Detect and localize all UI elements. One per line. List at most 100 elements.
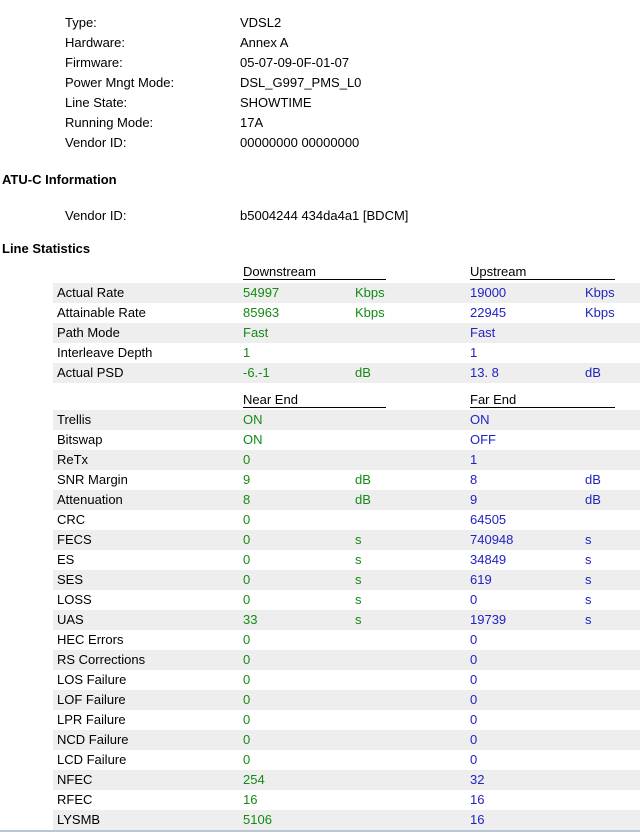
stat-label: LYSMB [57,812,101,827]
near-end-value: 33 [243,612,258,627]
stat-label: UAS [57,612,84,627]
near-end-unit: s [355,552,362,567]
table-row: ES 0 s 34849 s [53,550,640,570]
far-end-value: 19739 [470,612,507,627]
stat-label: SNR Margin [57,472,128,487]
far-end-value: OFF [470,432,496,447]
far-end-value: 740948 [470,532,514,547]
far-end-value: 0 [470,592,478,607]
far-end-value: 0 [470,692,478,707]
table-row: LOSS 0 s 0 s [53,590,640,610]
device-info-label: Running Mode: [65,115,154,130]
stream-stats-table: Actual Rate 54997 Kbps 19000 Kbps Attain… [0,283,640,383]
downstream-unit [355,323,470,343]
stat-label: ES [57,552,75,567]
device-info-value: 05-07-09-0F-01-07 [240,55,350,70]
atuc-info-value: b5004244 434da4a1 [BDCM] [240,208,409,223]
near-end-unit: s [355,612,362,627]
far-end-unit [585,750,640,770]
near-end-unit [355,730,470,750]
table-row: FECS 0 s 740948 s [53,530,640,550]
device-info-label: Power Mngt Mode: [65,75,175,90]
device-info-value: VDSL2 [240,15,282,30]
upstream-value: 22945 [470,305,507,320]
far-end-unit [585,690,640,710]
far-end-value: 0 [470,672,478,687]
end-stats-table: Trellis ON ON Bitswap ON OFF ReTx 0 1 SN… [0,410,640,830]
table-row: RS Corrections 0 0 [53,650,640,670]
upstream-value: Fast [470,325,496,340]
near-end-unit [355,750,470,770]
near-end-unit [355,650,470,670]
near-end-value: 0 [243,712,251,727]
far-end-value: 0 [470,732,478,747]
stat-label: Interleave Depth [57,345,153,360]
far-end-unit [585,430,640,450]
stat-label: LOSS [57,592,92,607]
atuc-information-heading: ATU-C Information [2,172,117,187]
near-end-value: 9 [243,472,251,487]
downstream-unit: Kbps [355,305,385,320]
stat-label: HEC Errors [57,632,124,647]
table-row: NFEC 254 32 [53,770,640,790]
far-end-unit [585,650,640,670]
downstream-value: -6.-1 [243,365,270,380]
stat-label: LOF Failure [57,692,126,707]
near-end-unit: s [355,572,362,587]
near-end-unit: s [355,532,362,547]
near-end-value: 254 [243,772,265,787]
upstream-unit [585,343,640,363]
near-end-value: 5106 [243,812,272,827]
near-end-value: 0 [243,692,251,707]
device-info-value: 17A [240,115,264,130]
stat-label: RFEC [57,792,93,807]
stat-label: Bitswap [57,432,103,447]
far-end-unit: dB [585,492,601,507]
near-end-value: ON [243,432,263,447]
stat-label: FECS [57,532,92,547]
far-end-unit [585,710,640,730]
device-info-label: Type: [65,15,97,30]
downstream-value: Fast [243,325,269,340]
atuc-information-section: Vendor ID: b5004244 434da4a1 [BDCM] [0,206,640,226]
far-end-value: 16 [470,812,485,827]
table-row: RFEC 16 16 [53,790,640,810]
far-end-value: 8 [470,472,478,487]
upstream-value: 13. 8 [470,365,499,380]
atuc-info-row: Vendor ID: b5004244 434da4a1 [BDCM] [0,206,640,226]
line-statistics-heading: Line Statistics [2,241,91,256]
far-end-unit [585,730,640,750]
device-info-label: Hardware: [65,35,125,50]
downstream-value: 1 [243,345,251,360]
stat-label: NCD Failure [57,732,129,747]
table-row: Bitswap ON OFF [53,430,640,450]
near-end-value: 0 [243,592,251,607]
near-end-value: 0 [243,672,251,687]
table-row: LOS Failure 0 0 [53,670,640,690]
far-end-value: 32 [470,772,485,787]
far-end-unit [585,410,640,430]
atuc-info-label: Vendor ID: [65,208,127,223]
device-info-label: Line State: [65,95,128,110]
far-end-value: 0 [470,632,478,647]
far-end-unit [585,790,640,810]
upstream-unit: dB [585,365,601,380]
upstream-value: 19000 [470,285,507,300]
far-end-unit: s [585,612,592,627]
far-end-column-header: Far End [470,392,615,408]
stat-label: Actual Rate [57,285,125,300]
table-row: SNR Margin 9 dB 8 dB [53,470,640,490]
table-row: LOF Failure 0 0 [53,690,640,710]
far-end-unit [585,630,640,650]
far-end-value: 0 [470,712,478,727]
near-end-value: 0 [243,532,251,547]
downstream-value: 54997 [243,285,280,300]
far-end-unit [585,810,640,830]
near-end-unit: s [355,592,362,607]
far-end-unit: s [585,532,592,547]
upstream-unit [585,323,640,343]
stat-label: LOS Failure [57,672,127,687]
near-end-unit [355,770,470,790]
near-end-unit: dB [355,472,371,487]
end-column-headers: Near End Far End [243,392,640,408]
